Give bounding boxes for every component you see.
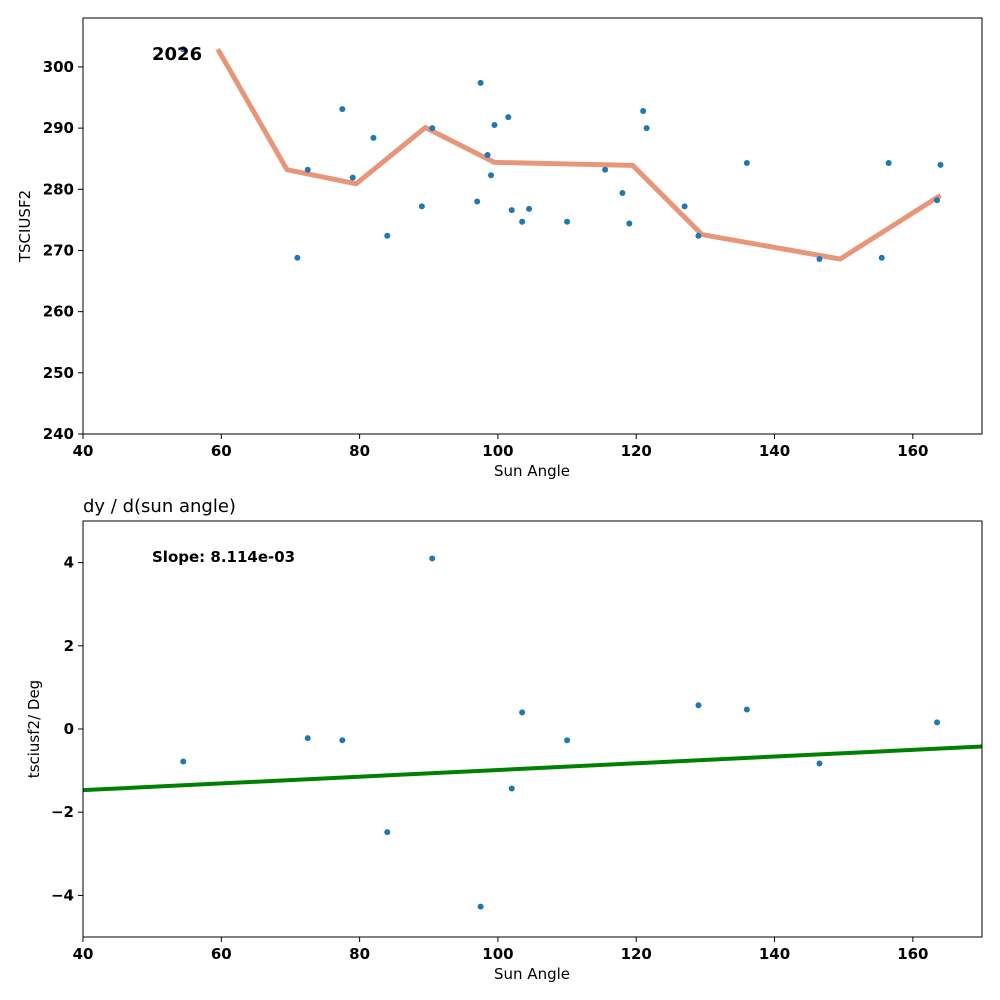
x-tick-label: 40 — [73, 945, 94, 963]
data-point — [937, 161, 944, 168]
data-point — [602, 166, 609, 173]
fit-line — [82, 744, 983, 793]
data-point — [816, 256, 823, 263]
y-tick-label: 0 — [64, 720, 74, 738]
x-tick-label: 120 — [621, 442, 652, 460]
y-tick-label: 300 — [43, 58, 74, 76]
bottom-x-axis-label: Sun Angle — [494, 965, 570, 983]
data-point — [695, 702, 702, 709]
data-point — [619, 189, 626, 196]
data-point — [934, 719, 941, 726]
data-point — [429, 125, 436, 132]
y-tick-label: −2 — [51, 803, 74, 821]
top-x-axis-label: Sun Angle — [494, 462, 570, 480]
data-point — [564, 218, 571, 225]
y-tick-label: 250 — [43, 364, 74, 382]
top-ticks: 40 60 80 100 120 140 160 240 250 260 270 280 290 300 — [43, 58, 929, 460]
data-point — [519, 218, 526, 225]
bottom-y-axis-label: tsciusf2/ Deg — [25, 680, 43, 778]
bottom-annotation: Slope: 8.114e-03 — [152, 548, 295, 566]
bottom-panel: dy / d(sun angle) 40 60 80 100 120 140 160−4−2… — [25, 496, 983, 983]
bottom-ticks: 40 60 80 100 120 140 160 −4 −2 0 2 4 — [51, 554, 929, 963]
data-point — [339, 106, 346, 113]
data-point — [180, 46, 187, 53]
bottom-points — [180, 555, 941, 910]
y-tick-label: 270 — [43, 241, 74, 259]
y-tick-label: 4 — [64, 554, 74, 572]
data-point — [743, 706, 750, 713]
y-tick-label: 290 — [43, 119, 74, 137]
data-point — [294, 254, 301, 261]
x-tick-label: 60 — [211, 945, 232, 963]
data-point — [743, 159, 750, 166]
data-point — [526, 205, 533, 212]
data-point — [519, 709, 526, 716]
data-point — [418, 203, 425, 210]
data-point — [304, 735, 311, 742]
x-tick-label: 80 — [349, 442, 370, 460]
data-point — [695, 232, 702, 239]
x-tick-label: 80 — [349, 945, 370, 963]
data-point — [429, 555, 436, 562]
top-plot-frame — [82, 17, 983, 435]
data-point — [370, 134, 377, 141]
data-point — [505, 114, 512, 121]
data-point — [384, 829, 391, 836]
y-tick-label: 240 — [43, 425, 74, 443]
top-series — [215, 47, 942, 262]
data-point — [681, 203, 688, 210]
bottom-fit — [82, 744, 983, 793]
y-tick-label: 260 — [43, 303, 74, 321]
data-point — [816, 760, 823, 767]
data-point — [885, 159, 892, 166]
data-point — [477, 79, 484, 86]
y-tick-label: 2 — [64, 637, 74, 655]
series-line — [215, 47, 942, 262]
data-point — [484, 152, 491, 159]
x-tick-label: 140 — [759, 442, 790, 460]
data-point — [339, 737, 346, 744]
data-point — [474, 198, 481, 205]
top-y-axis-label: TSCIUSF2 — [16, 190, 34, 263]
data-point — [643, 125, 650, 132]
bottom-plot-frame — [82, 520, 983, 938]
y-tick-label: 280 — [43, 180, 74, 198]
top-annotation: 2026 — [152, 44, 202, 65]
data-point — [477, 903, 484, 910]
x-tick-label: 160 — [897, 442, 928, 460]
data-point — [508, 785, 515, 792]
data-point — [491, 122, 498, 129]
data-point — [626, 220, 633, 227]
y-tick-label: −4 — [51, 886, 74, 904]
data-point — [934, 197, 941, 204]
data-point — [384, 232, 391, 239]
data-point — [508, 207, 515, 214]
x-tick-label: 140 — [759, 945, 790, 963]
bottom-panel-title: dy / d(sun angle) — [83, 496, 236, 517]
top-points — [180, 46, 944, 263]
x-tick-label: 40 — [73, 442, 94, 460]
x-tick-label: 100 — [482, 945, 513, 963]
data-point — [878, 254, 885, 261]
data-point — [564, 737, 571, 744]
data-point — [640, 107, 647, 114]
x-tick-label: 60 — [211, 442, 232, 460]
x-tick-label: 160 — [897, 945, 928, 963]
data-point — [488, 172, 495, 179]
data-point — [304, 166, 311, 173]
data-point — [349, 174, 356, 181]
x-tick-label: 100 — [482, 442, 513, 460]
data-point — [180, 758, 187, 765]
top-panel: 40 60 80 100 120 140 160240250260270280290300 … — [16, 17, 983, 480]
x-tick-label: 120 — [621, 945, 652, 963]
